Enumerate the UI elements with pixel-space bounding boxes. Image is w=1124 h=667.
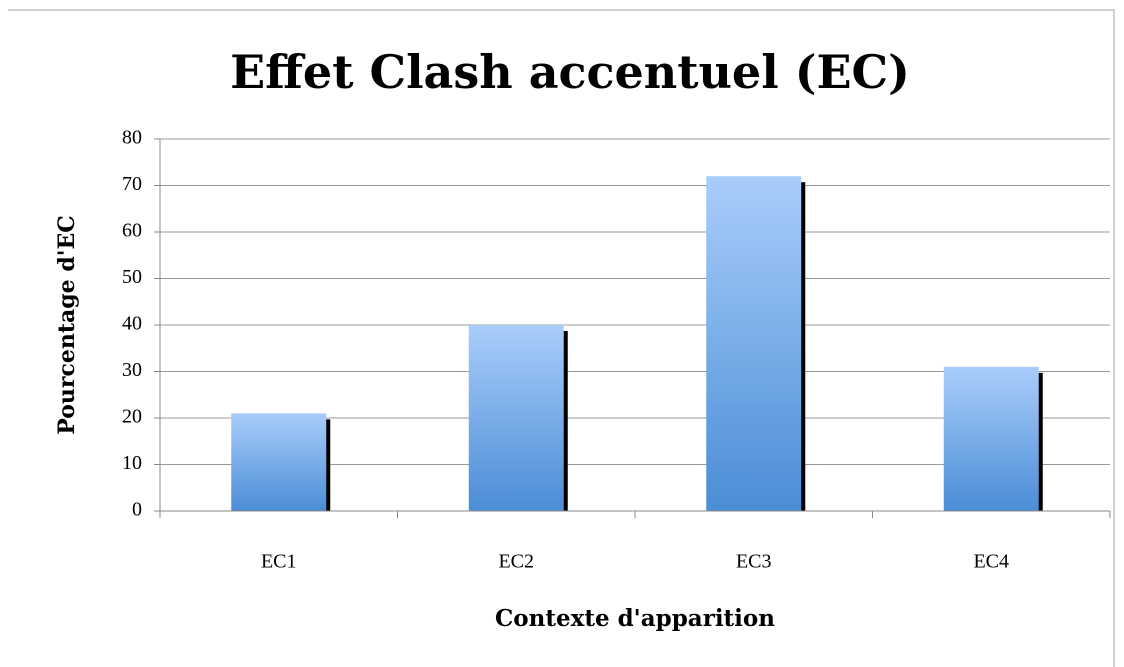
x-tick-label: EC2 [498,551,534,573]
bar-shadow [1037,372,1043,511]
chart-title: Effet Clash accentuel (EC) [230,45,910,99]
y-tick-label: 30 [122,359,142,381]
y-tick-label: 60 [122,220,142,242]
y-tick-label: 20 [122,406,142,428]
y-tick-label: 40 [122,313,142,335]
bar-shadow [562,331,568,511]
y-tick-label: 0 [132,499,142,521]
bar [943,366,1039,511]
x-axis-label: Contexte d'apparition [495,605,775,632]
bar [231,413,327,511]
y-tick-label: 70 [122,173,142,195]
y-tick-label: 10 [122,452,142,474]
bar-shadow [800,182,806,511]
y-tick-label: 50 [122,266,142,288]
frame [8,9,1115,667]
x-tick-label: EC1 [261,551,297,573]
y-axis-label: Pourcentage d'EC [54,215,80,434]
bar-shadow [325,419,331,511]
bar [468,325,564,511]
bar [706,176,802,511]
x-tick-label: EC4 [973,551,1009,573]
x-tick-label: EC3 [736,551,772,573]
y-tick-label: 80 [122,127,142,149]
